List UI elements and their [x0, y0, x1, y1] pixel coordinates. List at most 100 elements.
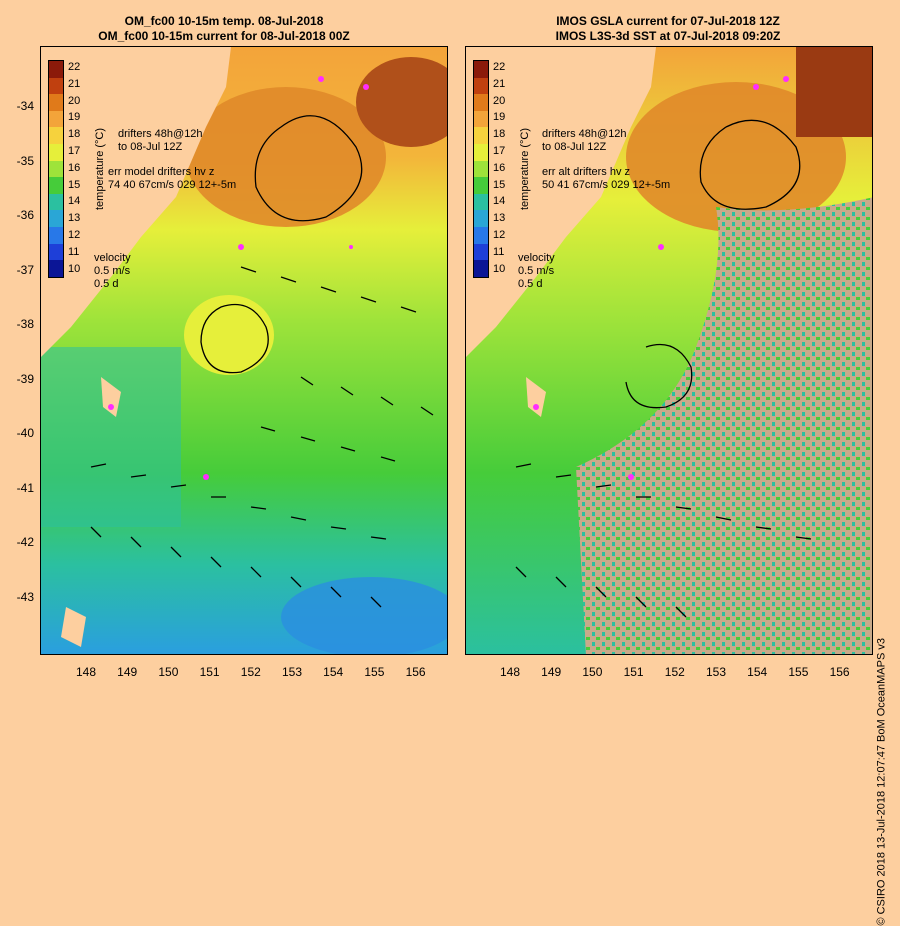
left-err-label: err model drifters hv z — [108, 166, 215, 178]
right-err-label: err alt drifters hv z — [542, 166, 631, 178]
latitude-tick-label: -36 — [16, 208, 34, 222]
colorbar-tick-label: 10 — [493, 262, 506, 275]
colorbar-swatch — [474, 144, 488, 161]
credit-text: © CSIRO 2018 13-Jul-2018 12:07:47 BoM Oc… — [876, 638, 888, 926]
colorbar-tick-label: 21 — [68, 77, 81, 90]
left-err-note: err model drifters hv z 74 40 67cm/s 029… — [108, 166, 236, 192]
model-map-svg — [41, 47, 447, 654]
colorbar-tick-label: 19 — [68, 111, 81, 124]
latitude-tick-label: -41 — [16, 480, 34, 495]
right-err-values: 50 41 67cm/s 029 12+-5m — [542, 179, 671, 191]
longitude-tick-label: 152 — [240, 665, 261, 679]
colorbar-tick-label: 15 — [493, 178, 506, 191]
latitude-tick-label: -34 — [16, 99, 34, 113]
colorbar-swatch — [474, 210, 488, 228]
right-title-line2: IMOS L3S-3d SST at 07-Jul-2018 09:20Z — [555, 29, 781, 43]
colorbar-tick-label: 11 — [493, 245, 505, 258]
latitude-tick-label: -39 — [16, 371, 34, 386]
colorbar-tick-label: 12 — [68, 229, 81, 241]
colorbar-swatch — [49, 210, 63, 228]
left-velocity-legend: velocity 0.5 m/s 0.5 d — [94, 252, 131, 291]
right-velocity-legend: velocity 0.5 m/s 0.5 d — [518, 252, 555, 291]
colorbar-swatch — [474, 193, 488, 211]
colorbar-swatch — [49, 260, 63, 277]
colorbar-tick-label: 13 — [68, 212, 81, 225]
right-err-note: err alt drifters hv z 50 41 67cm/s 029 1… — [542, 166, 670, 192]
velocity-duration: 0.5 d — [94, 278, 119, 290]
drifter-tracks — [108, 76, 369, 480]
colorbar-tick-label: 20 — [68, 94, 81, 107]
right-drifters-time: to 08-Jul 12Z — [542, 141, 607, 153]
colorbar-swatch — [474, 110, 488, 128]
colorbar-swatch — [49, 177, 63, 194]
colorbar-tick-label: 18 — [493, 128, 506, 141]
colorbar-swatch — [49, 110, 63, 128]
colorbar-right: 22 21 20 19 18 17 16 15 14 13 12 11 10 temperature (°… — [473, 60, 531, 278]
colorbar-tick-label: 22 — [68, 61, 81, 73]
longitude-tick-label: 152 — [664, 665, 685, 679]
left-drifters-label: drifters 48h@12h — [118, 128, 203, 140]
velocity-speed-right: 0.5 m/s — [518, 265, 555, 277]
altimetry-vectors — [515, 119, 812, 618]
left-panel-title: OM_fc00 10-15m temp. 08-Jul-2018 OM_fc00… — [4, 14, 444, 44]
left-title-line1: OM_fc00 10-15m temp. 08-Jul-2018 — [124, 14, 324, 28]
colorbar-tick-label: 18 — [68, 128, 81, 141]
colorbar-title: temperature (°C) — [94, 127, 106, 210]
longitude-tick-label: 153 — [281, 665, 303, 679]
colorbar-swatch — [49, 160, 63, 178]
colorbar-tick-label: 19 — [493, 111, 506, 124]
longitude-tick-label: 151 — [623, 665, 644, 679]
left-drifter-note: drifters 48h@12h to 08-Jul 12Z — [118, 128, 203, 154]
colorbar-swatch — [474, 94, 488, 111]
longitude-tick-label: 148 — [75, 665, 97, 679]
right-drifter-note: drifters 48h@12h to 08-Jul 12Z — [542, 128, 627, 154]
satellite-sst-map[interactable] — [465, 46, 873, 655]
longitude-tick-label: 149 — [117, 665, 138, 679]
latitude-tick-label: -40 — [16, 426, 34, 440]
colorbar-tick-label: 14 — [493, 195, 506, 208]
longitude-tick-label: 148 — [499, 665, 521, 679]
model-sst-map[interactable] — [40, 46, 448, 655]
colorbar-swatch — [49, 77, 63, 95]
colorbar-swatch — [474, 160, 488, 178]
colorbar-swatch — [49, 94, 63, 111]
colorbar-tick-label: 10 — [68, 262, 81, 275]
colorbar-tick-label: 14 — [68, 195, 81, 208]
latitude-tick-label: -42 — [16, 535, 34, 549]
colorbar-tick-label: 21 — [493, 77, 506, 90]
latitude-tick-label: -43 — [16, 589, 34, 604]
colorbar-tick-label: 16 — [493, 161, 506, 174]
colorbar-tick-label: 22 — [493, 61, 506, 73]
longitude-tick-label: 153 — [705, 665, 727, 679]
colorbar-tick-label: 20 — [493, 94, 506, 107]
colorbar-title: temperature (°C) — [519, 127, 531, 210]
colorbar-swatch — [474, 227, 488, 244]
right-title-line1: IMOS GSLA current for 07-Jul-2018 12Z — [556, 14, 780, 28]
colorbar-tick-label: 13 — [493, 212, 506, 225]
velocity-label-right: velocity — [518, 252, 555, 264]
colorbar-swatch — [49, 127, 63, 145]
right-drifters-label: drifters 48h@12h — [542, 128, 627, 140]
colorbar-swatch — [49, 61, 63, 78]
current-vectors — [90, 115, 434, 608]
colorbar-swatch — [474, 77, 488, 95]
left-title-line2: OM_fc00 10-15m current for 08-Jul-2018 0… — [98, 29, 350, 43]
right-panel-title: IMOS GSLA current for 07-Jul-2018 12Z IM… — [448, 14, 888, 44]
colorbar-swatch — [49, 243, 63, 261]
colorbar-swatch — [474, 177, 488, 194]
latitude-tick-label: -37 — [16, 262, 34, 277]
velocity-duration-right: 0.5 d — [518, 278, 543, 290]
colorbar-swatch — [49, 193, 63, 211]
left-err-values: 74 40 67cm/s 029 12+-5m — [108, 179, 237, 191]
colorbar-swatch — [474, 127, 488, 145]
colorbar-tick-label: 12 — [493, 229, 506, 241]
latitude-tick-label: -35 — [16, 153, 34, 168]
colorbar-swatch — [474, 243, 488, 261]
longitude-tick-label: 155 — [788, 665, 809, 679]
longitude-tick-label: 150 — [582, 665, 603, 679]
colorbar-tick-label: 17 — [68, 145, 81, 157]
longitude-tick-label: 150 — [158, 665, 179, 679]
colorbar-swatch — [474, 61, 488, 78]
colorbar-tick-label: 16 — [68, 161, 81, 174]
longitude-tick-label: 154 — [747, 665, 768, 679]
